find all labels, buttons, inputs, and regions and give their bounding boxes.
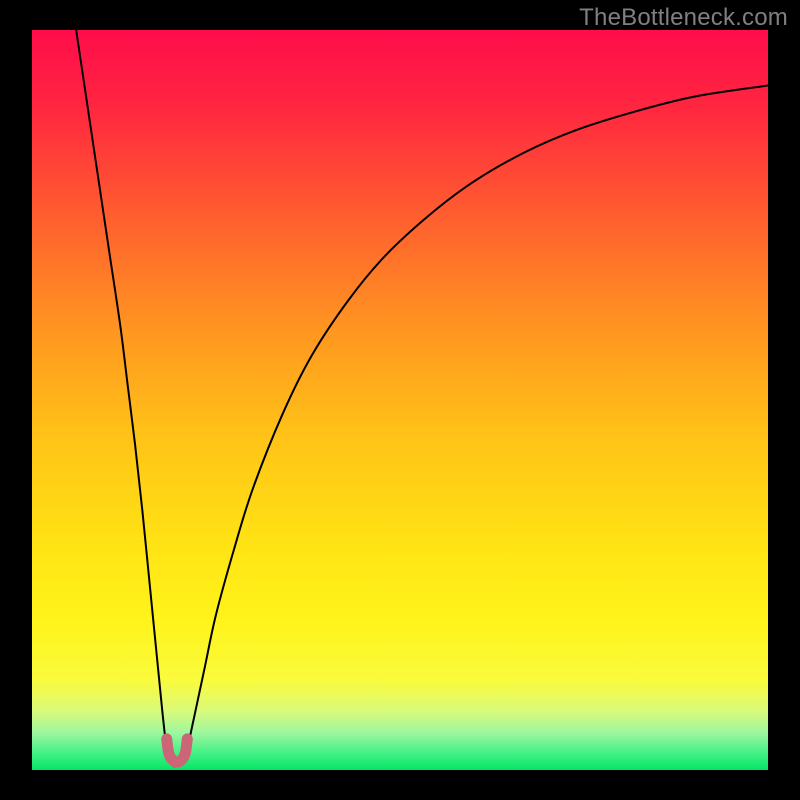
watermark-text: TheBottleneck.com xyxy=(579,4,788,32)
chart-svg xyxy=(0,0,800,800)
chart-canvas: TheBottleneck.com xyxy=(0,0,800,800)
plot-background xyxy=(32,30,768,770)
